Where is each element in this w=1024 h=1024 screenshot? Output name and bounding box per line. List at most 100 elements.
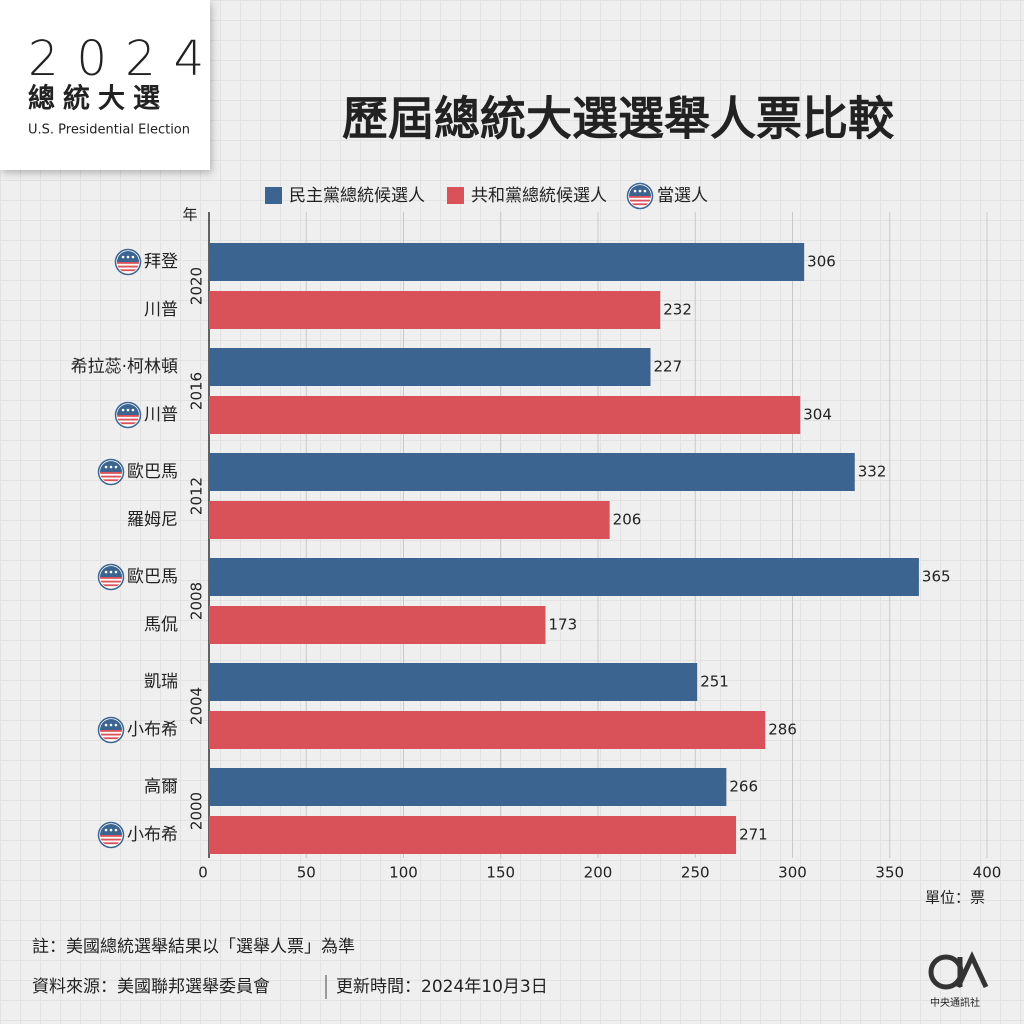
icon-body: [100, 824, 122, 845]
icon-star: [109, 570, 113, 574]
year-label: 2012: [188, 477, 206, 515]
updated: 更新時間：2024年10月3日: [336, 977, 548, 997]
icon-stripe: [100, 479, 122, 482]
legend-label: 共和黨總統候選人: [471, 186, 607, 206]
winner-icon: [97, 821, 125, 849]
icon-body: [629, 185, 651, 206]
candidate-label: 高爾: [144, 777, 178, 797]
candidate-label: 希拉蕊‧柯林頓: [71, 357, 178, 377]
icon-star: [109, 723, 113, 727]
icon-stripe: [100, 737, 122, 740]
icon-stripe: [117, 269, 139, 272]
icon-star: [126, 255, 130, 259]
icon-star: [104, 570, 108, 574]
unit-label: 單位：票: [925, 889, 985, 907]
icon-star: [104, 828, 108, 832]
candidate-label: 川普: [144, 405, 178, 425]
icon-stripe: [117, 418, 139, 421]
year-label: 2020: [188, 267, 206, 305]
icon-body: [117, 251, 139, 272]
candidate-label: 歐巴馬: [127, 567, 178, 587]
icon-stripe: [100, 577, 122, 579]
winner-icon: [626, 182, 654, 210]
icon-star: [109, 465, 113, 469]
candidate-label: 歐巴馬: [127, 462, 178, 482]
icon-star: [638, 189, 642, 193]
legend-swatch: [265, 187, 282, 204]
icon-star: [109, 828, 113, 832]
x-tick-label: 100: [389, 864, 418, 882]
bar: [209, 396, 801, 434]
icon-stripe: [117, 415, 139, 417]
bar: [209, 768, 727, 806]
year-label: 2004: [188, 687, 206, 725]
x-tick-label: 0: [198, 864, 208, 882]
value-label: 251: [700, 673, 729, 691]
icon-star: [104, 723, 108, 727]
bar: [209, 606, 546, 644]
bar: [209, 558, 919, 596]
x-tick-label: 300: [778, 864, 807, 882]
logo-subtitle: U.S. Presidential Election: [28, 123, 190, 138]
logo-title: 總統大選: [28, 83, 168, 115]
winner-icon: [97, 563, 125, 591]
icon-star: [643, 189, 647, 193]
icon-stripe: [100, 838, 122, 841]
bar: [209, 663, 698, 701]
candidate-label: 小布希: [127, 720, 178, 740]
winner-icon: [114, 248, 142, 276]
value-label: 173: [548, 616, 577, 634]
icon-stripe: [100, 475, 122, 478]
icon-star: [126, 408, 130, 412]
year-label: 2016: [188, 372, 206, 410]
note: 註：美國總統選舉結果以「選舉人票」為準: [32, 937, 355, 957]
icon-star: [633, 189, 637, 193]
candidate-label: 凱瑞: [144, 672, 178, 692]
bar: [209, 291, 661, 329]
value-label: 306: [807, 253, 836, 271]
bar: [209, 816, 737, 854]
legend-swatch: [447, 187, 464, 204]
value-label: 206: [613, 511, 642, 529]
value-label: 332: [858, 463, 887, 481]
x-tick-label: 50: [297, 864, 316, 882]
agency-name: 中央通訊社: [930, 996, 980, 1009]
bar: [209, 453, 855, 491]
chart-title: 歷屆總統大選選舉人票比較: [342, 92, 895, 146]
icon-body: [117, 404, 139, 425]
x-tick-label: 150: [486, 864, 515, 882]
bar: [209, 243, 805, 281]
agency-logo: [928, 951, 989, 990]
bar: [209, 501, 610, 539]
value-label: 266: [729, 778, 758, 796]
icon-body: [100, 461, 122, 482]
icon-stripe: [100, 472, 122, 474]
icon-stripe: [100, 733, 122, 736]
icon-stripe: [100, 580, 122, 583]
value-label: 271: [739, 826, 768, 844]
icon-stripe: [100, 584, 122, 587]
icon-stripe: [100, 730, 122, 732]
candidate-label: 小布希: [127, 825, 178, 845]
y-axis-label: 年: [182, 206, 197, 224]
value-label: 304: [803, 406, 832, 424]
candidate-label: 馬侃: [144, 615, 178, 635]
icon-stripe: [100, 842, 122, 845]
icon-stripe: [117, 265, 139, 268]
bar: [209, 711, 766, 749]
bar: [209, 348, 651, 386]
x-tick-label: 250: [681, 864, 710, 882]
icon-stripe: [100, 835, 122, 837]
source: 資料來源：美國聯邦選舉委員會: [32, 977, 270, 997]
winner-icon: [97, 458, 125, 486]
logo-panel: [0, 0, 210, 170]
candidate-label: 川普: [144, 300, 178, 320]
icon-star: [114, 465, 118, 469]
icon-star: [114, 828, 118, 832]
value-label: 227: [654, 358, 683, 376]
candidate-label: 羅姆尼: [127, 510, 178, 530]
legend-label: 民主黨總統候選人: [289, 186, 425, 206]
icon-star: [121, 408, 125, 412]
